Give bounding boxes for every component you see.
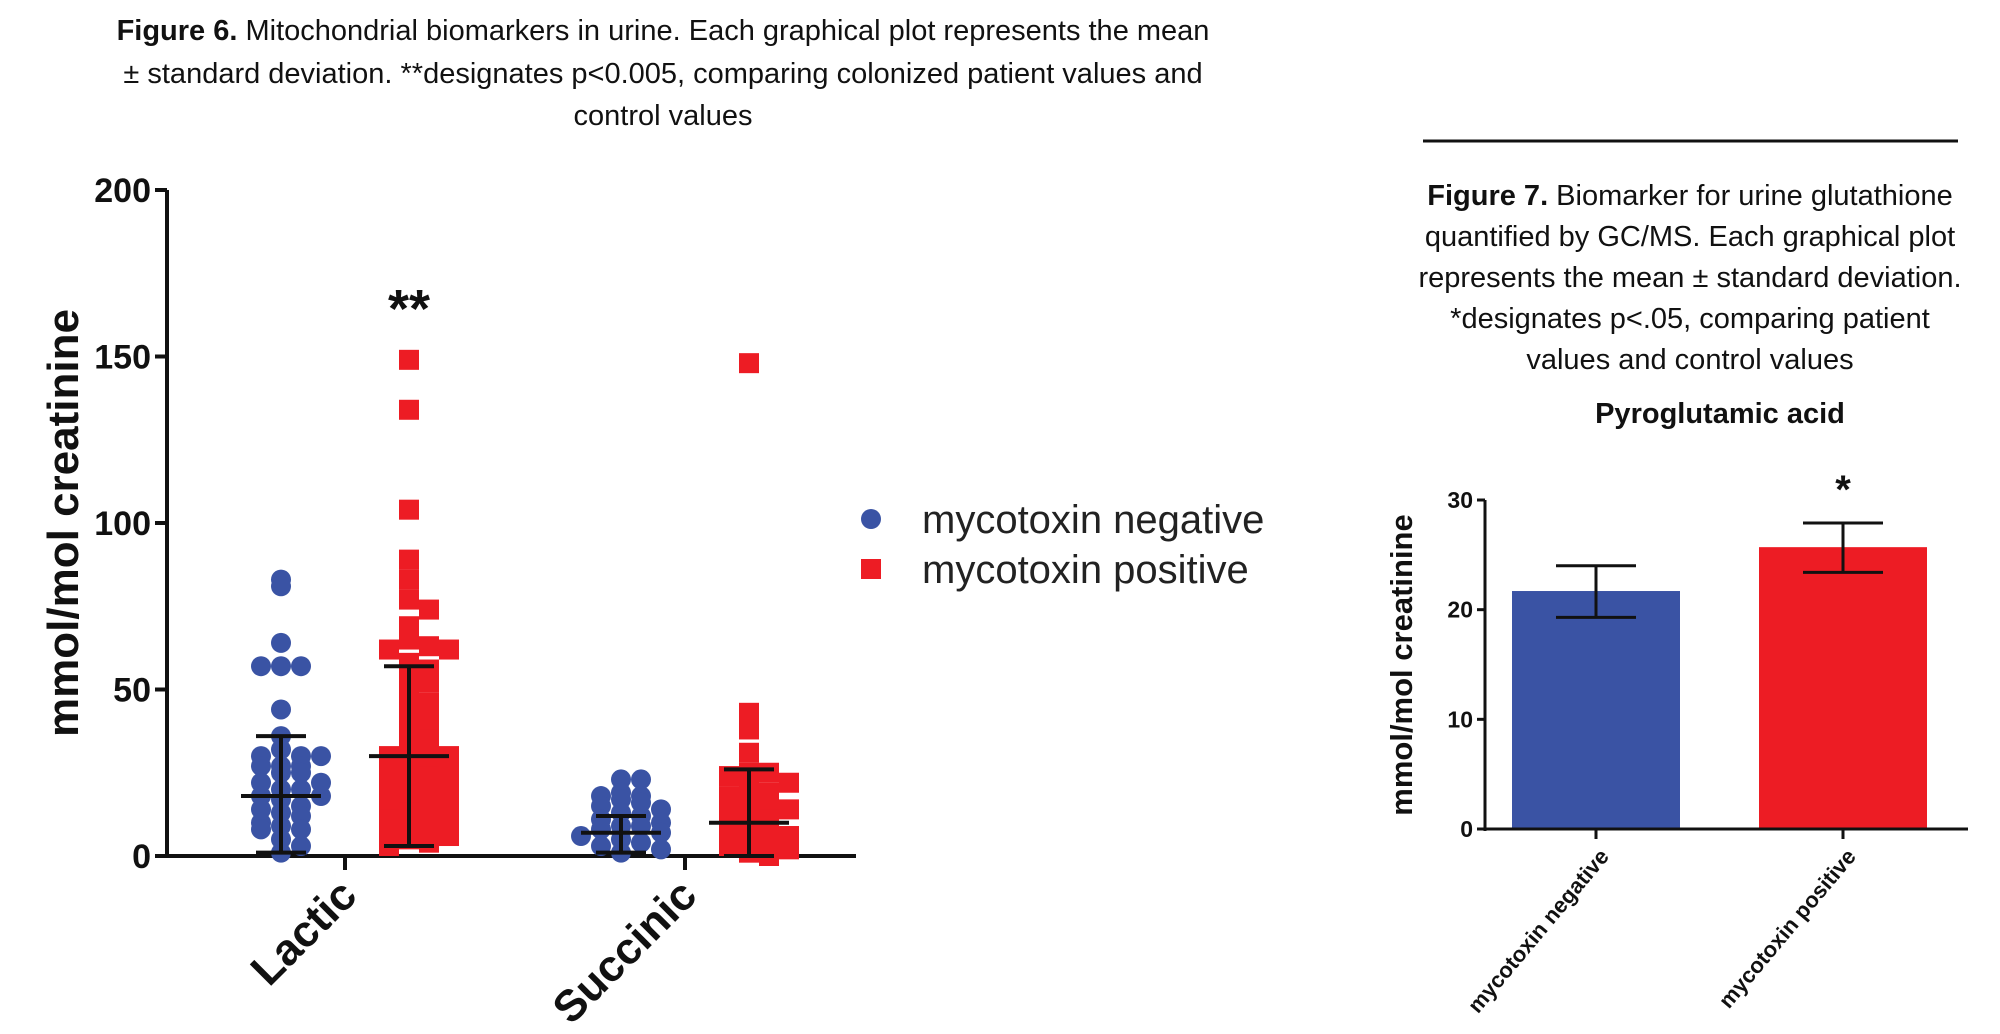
data-point-square bbox=[439, 826, 459, 847]
legend-label: mycotoxin positive bbox=[922, 548, 1249, 592]
figure7-caption-text: Biomarker for urine glutathione bbox=[1548, 180, 1953, 212]
data-point-square bbox=[399, 499, 419, 520]
data-point-circle bbox=[271, 699, 291, 720]
data-point-circle bbox=[571, 826, 591, 847]
figure7-caption: Figure 7. Biomarker for urine glutathion… bbox=[1418, 180, 1961, 376]
y-tick-label: 10 bbox=[1447, 706, 1473, 732]
y-tick-label: 30 bbox=[1447, 487, 1473, 513]
y-tick-label: 0 bbox=[1460, 816, 1473, 842]
data-point-circle bbox=[271, 656, 291, 677]
data-point-square bbox=[419, 599, 439, 620]
data-point-square bbox=[759, 792, 779, 813]
y-tick-label: 50 bbox=[113, 672, 151, 710]
data-point-square bbox=[419, 672, 439, 693]
figure7-caption-line-4: *designates p<.05, comparing patient bbox=[1450, 303, 1930, 335]
figure7-caption-line-2: quantified by GC/MS. Each graphical plot bbox=[1425, 221, 1955, 253]
data-point-square bbox=[719, 796, 739, 817]
figure6-caption-line-2: ± standard deviation. **designates p<0.0… bbox=[123, 58, 1202, 90]
data-point-circle bbox=[631, 769, 651, 790]
data-point-circle bbox=[631, 832, 651, 853]
data-point-square bbox=[439, 639, 459, 660]
figure7-chart-title: Pyroglutamic acid bbox=[1595, 398, 1845, 430]
figure6-y-axis-label: mmol/mol creatinine bbox=[39, 309, 88, 737]
x-tick-label: mycotoxin negative bbox=[1463, 844, 1614, 1017]
data-point-circle bbox=[291, 762, 311, 783]
data-point-square bbox=[399, 629, 419, 650]
figure6-scatter-chart: mmol/mol creatinine 0 50 100 150 200 Lactic Su… bbox=[39, 172, 1264, 1033]
x-tick-label-succinic: Succinic bbox=[543, 870, 706, 1033]
y-tick-label: 100 bbox=[94, 505, 151, 543]
data-point-square bbox=[779, 799, 799, 820]
significance-marker: ** bbox=[388, 279, 430, 339]
y-tick-label: 0 bbox=[132, 838, 151, 876]
significance-marker: * bbox=[1835, 468, 1851, 512]
data-point-square bbox=[759, 762, 779, 783]
figure7-y-axis-label: mmol/mol creatinine bbox=[1384, 514, 1419, 815]
data-point-circle bbox=[251, 656, 271, 677]
figure7-caption-label: Figure 7. bbox=[1427, 180, 1548, 212]
data-point-square bbox=[399, 399, 419, 420]
data-point-square bbox=[779, 772, 799, 793]
bar-positive bbox=[1759, 547, 1927, 829]
data-point-circle bbox=[291, 819, 311, 840]
y-tick-label: 20 bbox=[1447, 597, 1473, 623]
figure6-caption-text: Mitochondrial biomarkers in urine. Each … bbox=[237, 15, 1209, 47]
y-tick-label: 200 bbox=[94, 172, 151, 210]
data-point-circle bbox=[271, 576, 291, 597]
data-point-square bbox=[379, 639, 399, 660]
data-point-circle bbox=[311, 746, 331, 767]
data-point-square bbox=[399, 349, 419, 370]
figure6-caption-line-1: Figure 6. Mitochondrial biomarkers in ur… bbox=[117, 15, 1210, 47]
legend-label: mycotoxin negative bbox=[922, 498, 1264, 542]
legend-marker-square bbox=[861, 559, 881, 579]
data-point-square bbox=[739, 742, 759, 763]
figure7-bar-chart: Pyroglutamic acid mmol/mol creatinine my… bbox=[1384, 398, 1968, 1018]
data-point-square bbox=[399, 569, 419, 590]
x-tick-label: mycotoxin positive bbox=[1714, 844, 1861, 1013]
data-point-circle bbox=[251, 819, 271, 840]
data-point-circle bbox=[651, 839, 671, 860]
data-point-square bbox=[739, 353, 759, 374]
data-point-square bbox=[719, 836, 739, 857]
data-point-square bbox=[399, 549, 419, 570]
figure7-caption-line-1: Figure 7. Biomarker for urine glutathion… bbox=[1427, 180, 1952, 212]
y-tick-label: 150 bbox=[94, 339, 151, 377]
data-point-square bbox=[419, 636, 439, 657]
figure7-caption-line-5: values and control values bbox=[1526, 344, 1853, 376]
figure7-caption-line-3: represents the mean ± standard deviation… bbox=[1418, 262, 1961, 294]
data-point-square bbox=[739, 719, 759, 740]
data-point-square bbox=[399, 589, 419, 610]
data-point-circle bbox=[271, 632, 291, 653]
bar-negative bbox=[1512, 591, 1680, 829]
figure6-caption-line-3: control values bbox=[574, 100, 753, 132]
data-point-circle bbox=[251, 756, 271, 777]
x-tick-label-lactic: Lactic bbox=[241, 870, 366, 995]
figure6-caption: Figure 6. Mitochondrial biomarkers in ur… bbox=[117, 15, 1210, 132]
data-point-square bbox=[779, 839, 799, 860]
data-point-square bbox=[419, 832, 439, 853]
figure6-caption-label: Figure 6. bbox=[117, 15, 238, 47]
data-point-circle bbox=[291, 656, 311, 677]
legend-marker-circle bbox=[861, 509, 881, 529]
data-point-square bbox=[739, 702, 759, 723]
